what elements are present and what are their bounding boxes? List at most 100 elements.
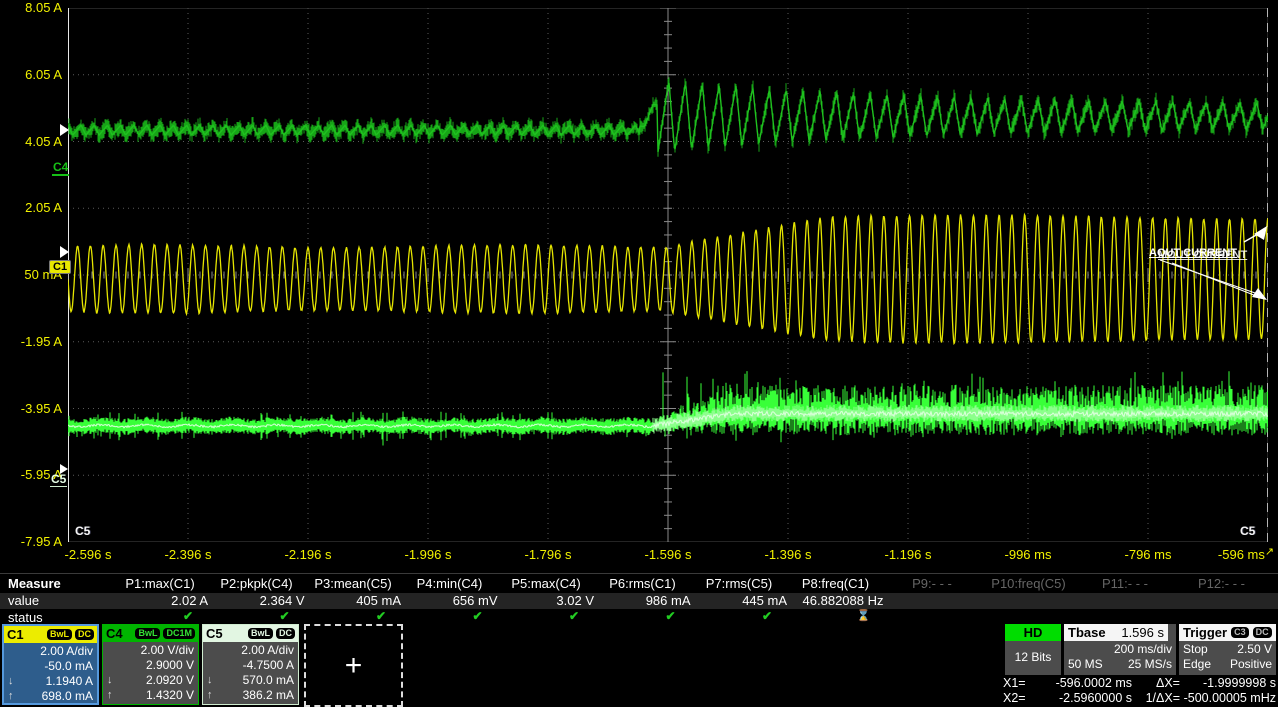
clip-indicator-bottom-left: C5 [75, 524, 90, 538]
measure-param-header[interactable]: P5:max(C4) [491, 576, 601, 591]
c4-channel-tag[interactable]: C4 [52, 160, 69, 176]
measure-value: 3.02 V [484, 593, 594, 608]
status-check-icon: ✔ [361, 610, 401, 623]
measure-title: Measure [8, 576, 61, 591]
measure-value: 656 mV [388, 593, 498, 608]
channel-indicator: ↑ 386.2 mA [207, 688, 294, 703]
measure-param-header[interactable]: P7:rms(C5) [684, 576, 794, 591]
channel-scale: 2.00 A/div [207, 643, 294, 658]
graticule-and-traces [68, 8, 1268, 542]
measure-value: 2.02 A [98, 593, 208, 608]
measure-param-header[interactable]: P12:- - - [1167, 576, 1277, 591]
hd-mode-label: HD [1024, 625, 1043, 640]
channel-body: 2.00 V/div2.9000 V↓2.0920 V↑1.4320 V [103, 642, 198, 703]
channel-box-c5[interactable]: C5BwLDC2.00 A/div-4.7500 A↓570.0 mA↑386.… [202, 624, 299, 705]
cursor-readout: X1= -596.0002 ms ΔX= -1.9999998 s X2= -2… [1003, 676, 1276, 706]
measure-value: 46.882088 Hz [774, 593, 884, 608]
channel-box-c1[interactable]: C1BwLDC2.00 A/div-50.0 mA↓1.1940 A↑698.0… [2, 624, 99, 705]
channel-offset: -4.7500 A [207, 658, 294, 673]
add-channel-button[interactable]: + [304, 624, 403, 707]
y-axis-tick-label: -1.95 A [0, 335, 62, 349]
channel-indicator: ↓1.1940 A [8, 674, 93, 689]
acquisition-mode-box[interactable]: HD 12 Bits [1005, 624, 1061, 675]
status-check-icon: ✔ [265, 610, 305, 623]
x-axis-tick-label: -796 ms [1103, 547, 1193, 562]
measure-value: 405 mA [291, 593, 401, 608]
indicator-value: 386.2 mA [243, 688, 294, 703]
measure-param-header[interactable]: P4:min(C4) [395, 576, 505, 591]
trigger-level: 2.50 V [1237, 642, 1272, 657]
inv-dx-value: -500.00005 mHz [1180, 691, 1276, 706]
timebase-rate: 25 MS/s [1128, 657, 1172, 672]
trigger-type: Edge [1183, 657, 1211, 672]
bwl-badge: BwL [135, 628, 160, 639]
x1-value: -596.0002 ms [1037, 676, 1132, 691]
up-arrow-icon: ↑ [8, 689, 14, 704]
measure-value: 445 mA [677, 593, 787, 608]
measure-param-header[interactable]: P1:max(C1) [105, 576, 215, 591]
channel-body: 2.00 A/div-4.7500 A↓570.0 mA↑386.2 mA [203, 642, 298, 703]
inv-dx-label: 1/ΔX= [1132, 691, 1180, 706]
channel-id-label: C1 [7, 627, 24, 642]
measure-param-header[interactable]: P11:- - - [1070, 576, 1180, 591]
x-axis-tick-label: -2.196 s [263, 547, 353, 562]
status-check-icon: ✔ [168, 610, 208, 623]
x-axis-tick-label: -1.796 s [503, 547, 593, 562]
down-arrow-icon: ↓ [8, 674, 14, 689]
axis-scroll-arrow-icon[interactable]: ↗ [1265, 546, 1274, 558]
channel-offset: 2.9000 V [107, 658, 194, 673]
indicator-value: 2.0920 V [146, 673, 194, 688]
dx-label: ΔX= [1132, 676, 1180, 691]
measure-status-row: status ✔✔✔✔✔✔✔⌛ [0, 610, 1278, 624]
timebase-box[interactable]: Tbase 1.596 s 200 ms/div 50 MS 25 MS/s [1064, 624, 1176, 675]
y-axis-tick-label: 4.05 A [0, 135, 62, 149]
timebase-delay: 1.596 s [1121, 625, 1164, 640]
indicator-value: 1.4320 V [146, 688, 194, 703]
measure-header-row: Measure P1:max(C1)P2:pkpk(C4)P3:mean(C5)… [0, 576, 1278, 592]
waveform-display[interactable]: 8.05 A6.05 A4.05 A2.05 A50 mA-1.95 A-3.9… [0, 0, 1278, 545]
descriptor-bar: C1 BwL DC 2.00 A/div -50.0 mA↓1.1940 A↑698.0… [0, 624, 1278, 707]
c5-channel-tag[interactable]: C5 [50, 472, 67, 487]
bwl-badge: BwL [47, 629, 72, 640]
up-arrow-icon: ↑ [207, 688, 213, 703]
clip-indicator-bottom-right: C5 [1240, 524, 1255, 538]
oscilloscope-screen: 8.05 A6.05 A4.05 A2.05 A50 mA-1.95 A-3.9… [0, 0, 1278, 707]
status-check-icon: ✔ [747, 610, 787, 623]
dc-badge: DC [276, 628, 295, 639]
channel-scale: 2.00 V/div [107, 643, 194, 658]
measure-value: 2.364 V [195, 593, 305, 608]
channel-id-label: C4 [106, 626, 123, 641]
measure-value-row: value 2.02 A2.364 V405 mA656 mV3.02 V986… [0, 593, 1278, 609]
x2-label: X2= [1003, 691, 1037, 706]
channel-box-c4[interactable]: C4 BwLDC1M 2.00 V/div2.9000 V↓2.0920 V↑1.4… [102, 624, 199, 705]
channel-indicator: ↑698.0 mA [8, 689, 93, 704]
trace-label-2[interactable]: MOUT CURRENT [1158, 249, 1247, 261]
trigger-mode: Stop [1183, 642, 1208, 657]
y-axis-tick-label: 2.05 A [0, 201, 62, 215]
c1-channel-tag[interactable]: C1 [49, 260, 71, 274]
x2-value: -2.5960000 s [1037, 691, 1132, 706]
trigger-box[interactable]: Trigger C3 DC Stop 2.50 V Edge Positive [1179, 624, 1276, 675]
measure-param-header[interactable]: P2:pkpk(C4) [202, 576, 312, 591]
measure-table: Measure P1:max(C1)P2:pkpk(C4)P3:mean(C5)… [0, 573, 1278, 624]
status-check-icon: ✔ [651, 610, 691, 623]
dx-value: -1.9999998 s [1180, 676, 1276, 691]
measure-param-header[interactable]: P3:mean(C5) [298, 576, 408, 591]
measure-param-header[interactable]: P10:freq(C5) [974, 576, 1084, 591]
trigger-slope: Positive [1230, 657, 1272, 672]
channel-indicator: ↓2.0920 V [107, 673, 194, 688]
status-pending-icon: ⌛ [844, 610, 884, 623]
c4-level-marker-icon[interactable] [60, 124, 69, 136]
channel-header: C5BwLDC [203, 625, 298, 642]
measure-param-header[interactable]: P6:rms(C1) [588, 576, 698, 591]
y-axis-tick-label: 8.05 A [0, 1, 62, 15]
measure-param-header[interactable]: P9:- - - [877, 576, 987, 591]
x-axis-tick-label: -596 ms↗ [1201, 547, 1278, 562]
x-axis-tick-label: -1.196 s [863, 547, 953, 562]
c1-level-marker-icon[interactable] [60, 246, 69, 258]
channel-indicator: ↑1.4320 V [107, 688, 194, 703]
dc1m-badge: DC1M [163, 628, 195, 639]
bits-label: 12 Bits [1015, 650, 1052, 664]
channel-offset: -50.0 mA [8, 659, 93, 674]
measure-param-header[interactable]: P8:freq(C1) [781, 576, 891, 591]
